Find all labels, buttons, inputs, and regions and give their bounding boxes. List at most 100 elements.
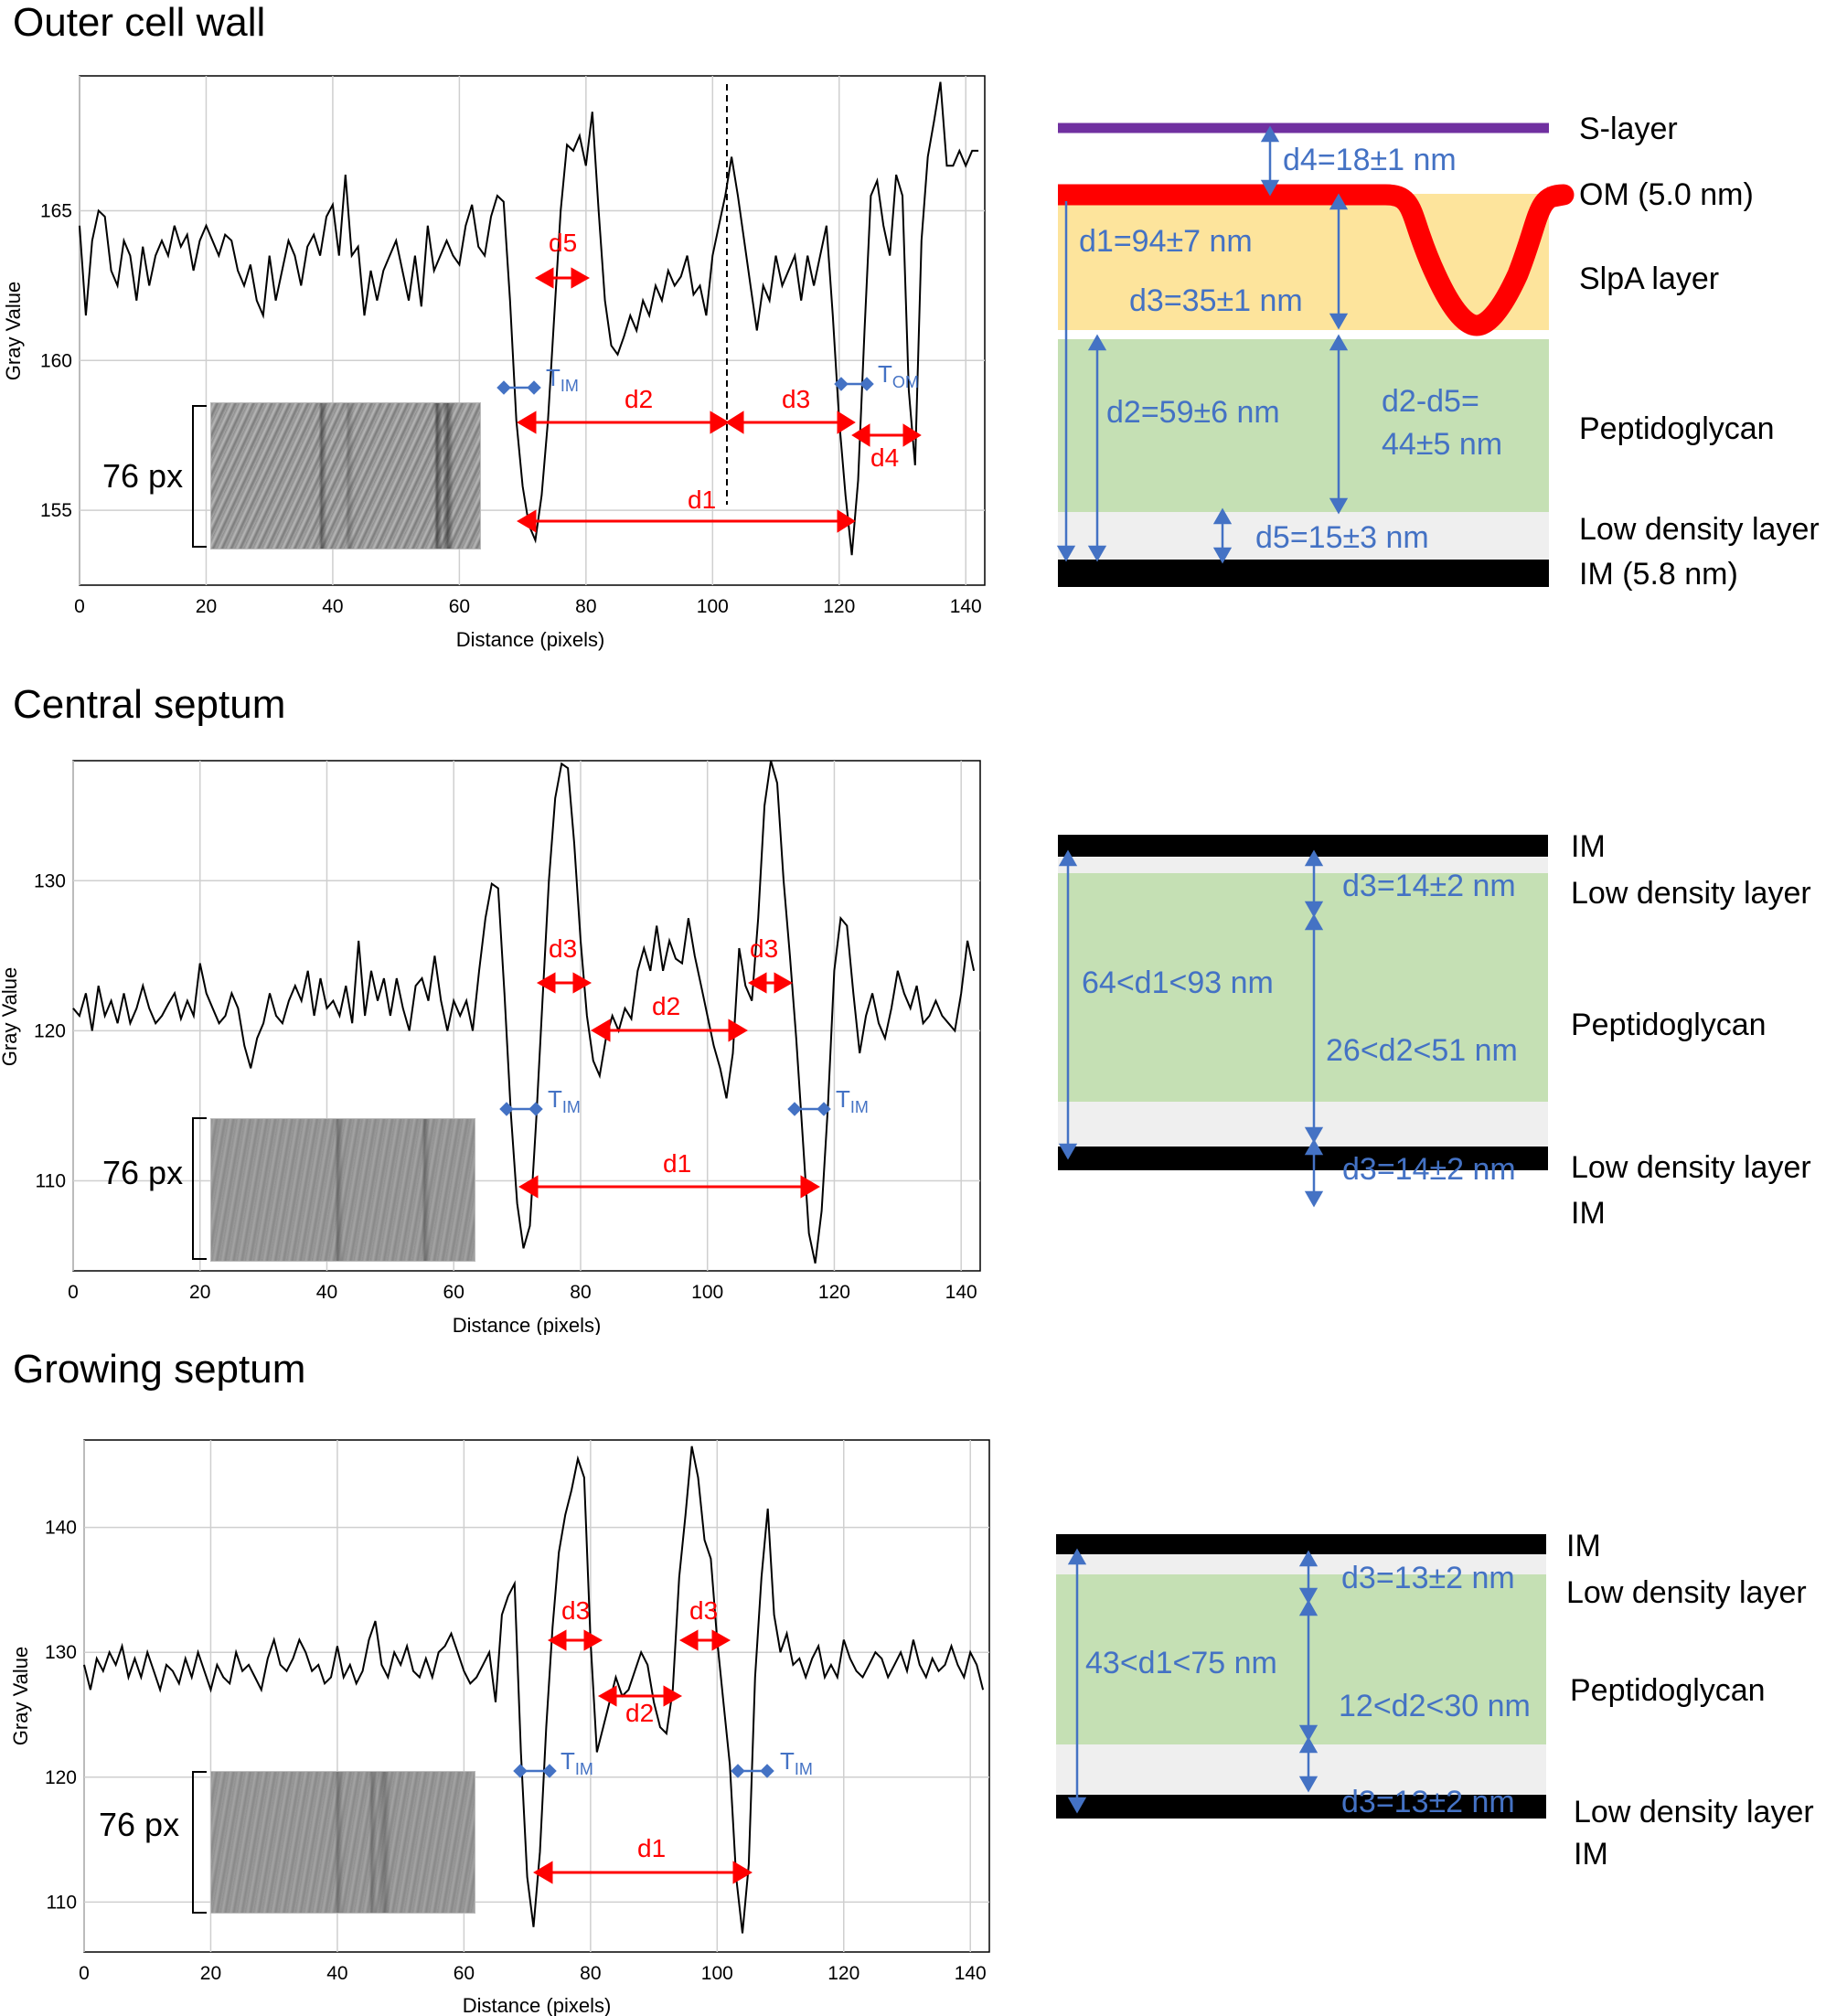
x-tick-label: 0 xyxy=(74,596,85,617)
x-tick-label: 80 xyxy=(570,1282,591,1303)
inset-bracket xyxy=(192,1771,207,1914)
x-tick-label: 100 xyxy=(697,596,729,617)
svg-text:TIM: TIM xyxy=(561,1747,593,1778)
section-title-growing-septum: Growing septum xyxy=(13,1347,306,1392)
section-title-central-septum: Central septum xyxy=(13,682,286,727)
svg-text:d4=18±1 nm: d4=18±1 nm xyxy=(1283,143,1457,177)
label-om: OM (5.0 nm) xyxy=(1579,177,1754,212)
x-tick-label: 20 xyxy=(189,1282,210,1303)
svg-text:TOM: TOM xyxy=(878,360,919,391)
x-tick-label: 40 xyxy=(322,596,343,617)
label-im: IM (5.8 nm) xyxy=(1579,557,1738,592)
y-tick-label: 160 xyxy=(40,350,72,371)
svg-text:d3=14±2 nm: d3=14±2 nm xyxy=(1342,869,1516,903)
tomogram-inset-central-septum xyxy=(210,1118,475,1262)
svg-text:TIM: TIM xyxy=(780,1747,813,1778)
svg-text:d2-d5=: d2-d5= xyxy=(1382,384,1479,419)
x-tick-label: 120 xyxy=(823,596,855,617)
annotation-d3-right: d3 xyxy=(689,1596,718,1625)
x-tick-label: 0 xyxy=(68,1282,79,1303)
svg-text:26<d2<51 nm: 26<d2<51 nm xyxy=(1326,1033,1518,1068)
inset-size-label: 76 px xyxy=(102,457,184,495)
outer-membrane-line xyxy=(1058,184,1575,336)
x-tick-label: 100 xyxy=(691,1282,723,1303)
y-tick-label: 130 xyxy=(34,870,66,891)
x-tick-label: 80 xyxy=(580,1963,601,1984)
annotation-d1: d1 xyxy=(637,1834,666,1862)
annotation-d2: d2 xyxy=(625,1699,654,1727)
y-tick-label: 130 xyxy=(45,1642,77,1663)
x-tick-label: 140 xyxy=(955,1963,987,1984)
chart-outer-cell-wall: 0 20 40 60 80 100 120 140 155 160 165 Distance (pi… xyxy=(2,75,986,651)
x-tick-label: 100 xyxy=(701,1963,733,1984)
y-tick-label: 110 xyxy=(47,1892,77,1913)
x-tick-label: 0 xyxy=(79,1963,90,1984)
label-low-density: Low density layer xyxy=(1579,512,1820,547)
annotation-d2: d2 xyxy=(652,992,680,1020)
svg-text:d3=14±2 nm: d3=14±2 nm xyxy=(1342,1152,1516,1187)
x-tick-label: 140 xyxy=(945,1282,977,1303)
svg-text:Peptidoglycan: Peptidoglycan xyxy=(1570,1673,1766,1708)
annotation-d3-left: d3 xyxy=(549,934,577,963)
svg-text:Low density layer: Low density layer xyxy=(1571,1150,1811,1185)
profile-line-growing-septum xyxy=(83,1445,985,1934)
inset-size-label: 76 px xyxy=(102,1154,184,1191)
section-title-outer-cell-wall: Outer cell wall xyxy=(13,0,266,45)
annotation-d3-left: d3 xyxy=(561,1596,590,1625)
x-axis-label: Distance (pixels) xyxy=(456,628,605,651)
diagram-growing-septum: d3=13±2 nm 43<d1<75 nm 12<d2<30 nm d3=13… xyxy=(1056,1529,1814,1872)
svg-text:d2=59±6 nm: d2=59±6 nm xyxy=(1106,395,1280,430)
y-tick-label: 120 xyxy=(45,1767,77,1788)
diagram-outer-cell-wall: d4=18±1 nm d1=94±7 nm d3=35±1 nm d2=59±6… xyxy=(1056,112,1820,592)
inner-membrane-band xyxy=(1058,560,1549,587)
y-axis-label: Gray Value xyxy=(9,1647,32,1745)
x-tick-label: 60 xyxy=(449,596,470,617)
svg-text:43<d1<75 nm: 43<d1<75 nm xyxy=(1085,1646,1277,1680)
y-axis-label: Gray Value xyxy=(2,282,25,380)
y-tick-label: 165 xyxy=(40,200,72,221)
svg-text:d3=35±1 nm: d3=35±1 nm xyxy=(1129,283,1303,318)
annotation-d3-right: d3 xyxy=(750,934,778,963)
y-tick-label: 155 xyxy=(40,500,72,521)
svg-text:44±5 nm: 44±5 nm xyxy=(1382,427,1502,462)
label-s-layer: S-layer xyxy=(1579,112,1678,146)
x-tick-label: 20 xyxy=(200,1963,221,1984)
svg-text:TIM: TIM xyxy=(548,1085,581,1116)
svg-text:d5=15±3 nm: d5=15±3 nm xyxy=(1255,520,1429,555)
inner-membrane-top xyxy=(1056,1534,1546,1554)
y-tick-label: 120 xyxy=(34,1020,66,1041)
svg-text:d3=13±2 nm: d3=13±2 nm xyxy=(1341,1561,1515,1595)
inner-membrane-top xyxy=(1058,835,1548,857)
svg-text:IM: IM xyxy=(1571,829,1606,864)
x-axis-label: Distance (pixels) xyxy=(463,1994,612,2016)
annotation-d4: d4 xyxy=(870,443,899,472)
annotation-d5: d5 xyxy=(549,229,577,257)
svg-text:Peptidoglycan: Peptidoglycan xyxy=(1571,1008,1767,1042)
svg-text:IM: IM xyxy=(1571,1196,1606,1231)
chart-central-septum: 0 20 40 60 80 100 120 140 110 120 130 Distance (pi… xyxy=(0,760,981,1335)
y-tick-label: 140 xyxy=(45,1518,77,1539)
y-tick-label: 110 xyxy=(36,1171,66,1192)
svg-text:IM: IM xyxy=(1566,1529,1601,1563)
tomogram-inset-growing-septum xyxy=(210,1771,475,1914)
svg-text:IM: IM xyxy=(1574,1837,1608,1872)
x-axis-label: Distance (pixels) xyxy=(453,1314,602,1335)
low-density-band xyxy=(1058,512,1549,560)
svg-text:Low density layer: Low density layer xyxy=(1574,1795,1814,1829)
annotation-d2: d2 xyxy=(625,385,653,413)
chart-growing-septum: 0 20 40 60 80 100 120 140 110 120 130 140 Distance … xyxy=(9,1439,990,2016)
diagram-central-septum: d3=14±2 nm 64<d1<93 nm 26<d2<51 nm d3=14… xyxy=(1058,829,1811,1231)
x-tick-label: 60 xyxy=(443,1282,464,1303)
inset-size-label: 76 px xyxy=(99,1806,180,1843)
inset-bracket xyxy=(192,405,207,548)
peptidoglycan-band xyxy=(1058,338,1549,512)
svg-text:Low density layer: Low density layer xyxy=(1566,1575,1807,1610)
label-peptidoglycan: Peptidoglycan xyxy=(1579,411,1775,446)
svg-text:Low density layer: Low density layer xyxy=(1571,876,1811,911)
inner-membrane-bottom xyxy=(1056,1795,1546,1819)
x-tick-label: 20 xyxy=(196,596,217,617)
svg-text:TIM: TIM xyxy=(836,1085,869,1116)
svg-text:d3=13±2 nm: d3=13±2 nm xyxy=(1341,1785,1515,1819)
svg-text:12<d2<30 nm: 12<d2<30 nm xyxy=(1339,1689,1531,1723)
label-slpa: SlpA layer xyxy=(1579,261,1719,296)
